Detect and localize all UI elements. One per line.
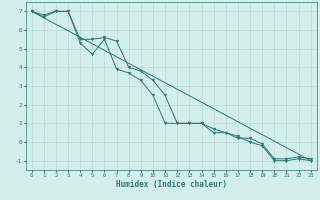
X-axis label: Humidex (Indice chaleur): Humidex (Indice chaleur) — [116, 180, 227, 189]
